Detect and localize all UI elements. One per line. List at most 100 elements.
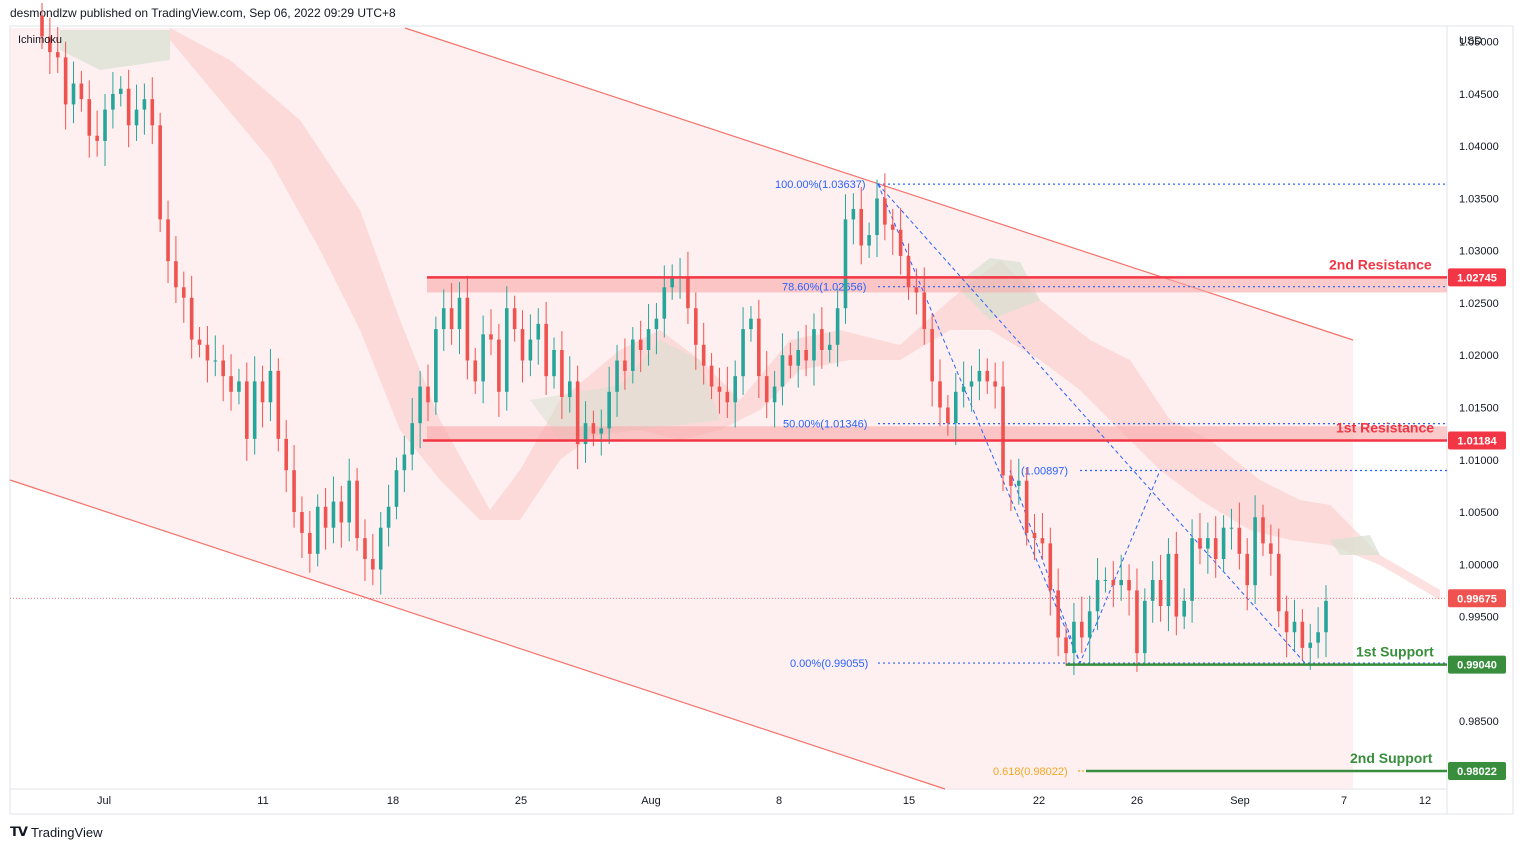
- candle-body: [969, 381, 974, 387]
- resistance-zone-2: [427, 277, 1447, 293]
- candle-body: [394, 470, 399, 507]
- candle-body: [1308, 642, 1313, 648]
- candle-body: [268, 370, 273, 403]
- candle-body: [134, 109, 139, 126]
- candle-body: [95, 135, 99, 141]
- candle-body: [741, 329, 745, 377]
- sr-zones: [427, 277, 1447, 441]
- candle-body: [1087, 611, 1092, 638]
- candle-body: [1119, 579, 1123, 586]
- fib-level-label: 0.00%(0.99055): [790, 658, 868, 670]
- candle-body: [717, 386, 722, 392]
- candle-body: [1269, 543, 1273, 554]
- candle-body: [158, 125, 162, 220]
- candle-body: [804, 350, 808, 361]
- candle-body: [670, 276, 674, 288]
- candle-body: [528, 339, 533, 361]
- resistance-zone-1: [427, 426, 1447, 441]
- time-tick-label: Aug: [641, 795, 661, 807]
- footer-brand[interactable]: 𝗧𝗩 TradingView: [10, 824, 102, 840]
- candle-body: [63, 57, 68, 105]
- candle-body: [1103, 579, 1108, 581]
- candle-body: [788, 355, 793, 366]
- candle-body: [1048, 543, 1053, 591]
- candle-body: [890, 224, 895, 230]
- candle-body: [489, 334, 493, 340]
- price-tag: [1448, 431, 1506, 450]
- candle-body: [48, 36, 52, 53]
- footer-brand-label: TradingView: [30, 824, 103, 840]
- candle-body: [1095, 579, 1100, 612]
- candle-body: [812, 329, 816, 361]
- candle-body: [308, 532, 312, 554]
- price-tick-label: 1.04500: [1459, 89, 1499, 101]
- fib-level-label: 50.00%(1.01346): [783, 419, 867, 431]
- candle-body: [1324, 600, 1328, 633]
- candle-body: [426, 386, 430, 403]
- candle-body: [221, 360, 225, 377]
- candle-body: [820, 329, 824, 351]
- candle-body: [1024, 480, 1029, 533]
- candle-body: [1182, 600, 1187, 617]
- time-tick-label: 7: [1341, 795, 1347, 807]
- candle-body: [378, 527, 383, 570]
- candle-body: [607, 391, 611, 429]
- candle-body: [1080, 621, 1084, 638]
- candle-body: [867, 235, 871, 246]
- time-tick-label: 22: [1033, 795, 1045, 807]
- candle-body: [166, 219, 170, 262]
- candle-body: [1056, 590, 1060, 638]
- price-tag: [1448, 589, 1506, 608]
- fib-leg: [1009, 470, 1081, 664]
- candle-body: [552, 350, 556, 377]
- candle-body: [993, 381, 997, 387]
- candle-body: [906, 255, 911, 288]
- candle-body: [79, 83, 84, 100]
- candle-body: [118, 88, 123, 94]
- candle-body: [457, 297, 462, 330]
- candle-body: [725, 391, 730, 403]
- level-label: 2nd Support: [1350, 750, 1433, 766]
- candle-body: [961, 386, 966, 392]
- candle-body: [859, 208, 864, 246]
- indicator-label-ichimoku[interactable]: Ichimoku: [18, 34, 63, 46]
- candle-body: [709, 365, 714, 387]
- time-tick-label: 25: [515, 795, 527, 807]
- candle-body: [371, 559, 375, 570]
- fib-diagonal: [877, 183, 1306, 664]
- candle-body: [560, 350, 564, 398]
- candle-body: [1158, 579, 1163, 607]
- candle-body: [1127, 579, 1131, 591]
- fib-level-label: (1.00897): [1021, 466, 1068, 478]
- candle-body: [827, 344, 832, 351]
- candle-body: [402, 454, 407, 471]
- time-tick-label: Jul: [97, 795, 111, 807]
- level-label: 2nd Resistance: [1329, 256, 1432, 272]
- candle-body: [567, 381, 572, 398]
- price-tag-label: 0.98022: [1457, 766, 1497, 778]
- price-tick-label: 1.04000: [1459, 141, 1499, 153]
- candle-body: [331, 501, 336, 528]
- candle-body: [898, 229, 903, 256]
- price-tick-label: 1.01500: [1459, 403, 1499, 415]
- candle-body: [245, 381, 249, 439]
- candle-body: [1190, 538, 1194, 601]
- candle-body: [1009, 475, 1013, 486]
- fibonacci-retracement: 100.00%(1.03637) 78.60%(1.02656) 50.00%(1.…: [775, 179, 1448, 778]
- candle-body: [686, 276, 690, 309]
- candle-body: [843, 219, 848, 309]
- candle-body: [591, 423, 596, 434]
- candle-body: [1237, 527, 1242, 554]
- candle-body: [1300, 621, 1305, 648]
- candle-body: [953, 391, 958, 424]
- candle-body: [1213, 538, 1218, 560]
- candle-body: [1064, 637, 1068, 654]
- candle-body: [174, 261, 178, 288]
- candle-body: [1111, 579, 1116, 586]
- candle-body: [662, 287, 667, 319]
- candle-body: [520, 329, 525, 361]
- candle-body: [355, 480, 359, 539]
- cloud-bearish: [170, 28, 1440, 600]
- candle-body: [434, 329, 438, 403]
